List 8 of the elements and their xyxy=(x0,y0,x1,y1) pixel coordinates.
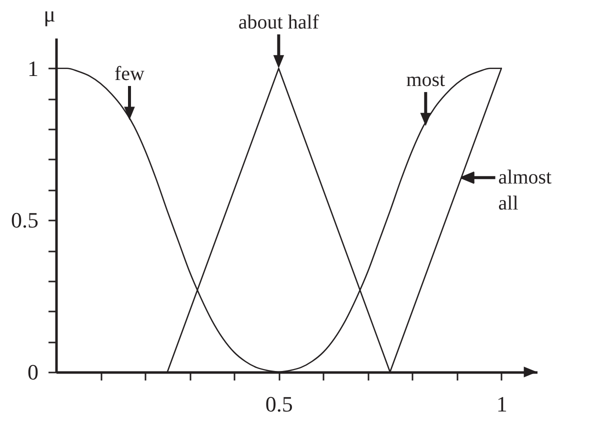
annotation: most xyxy=(406,69,446,92)
annotation: about half xyxy=(238,11,320,34)
y-tick-label: 1 xyxy=(28,56,38,81)
y-axis-title: μ xyxy=(44,2,56,26)
y-tick-label: 0.5 xyxy=(11,208,38,233)
annotation: almost all xyxy=(498,166,552,215)
y-tick-label: 0 xyxy=(28,360,38,384)
annotation: few xyxy=(114,62,146,85)
